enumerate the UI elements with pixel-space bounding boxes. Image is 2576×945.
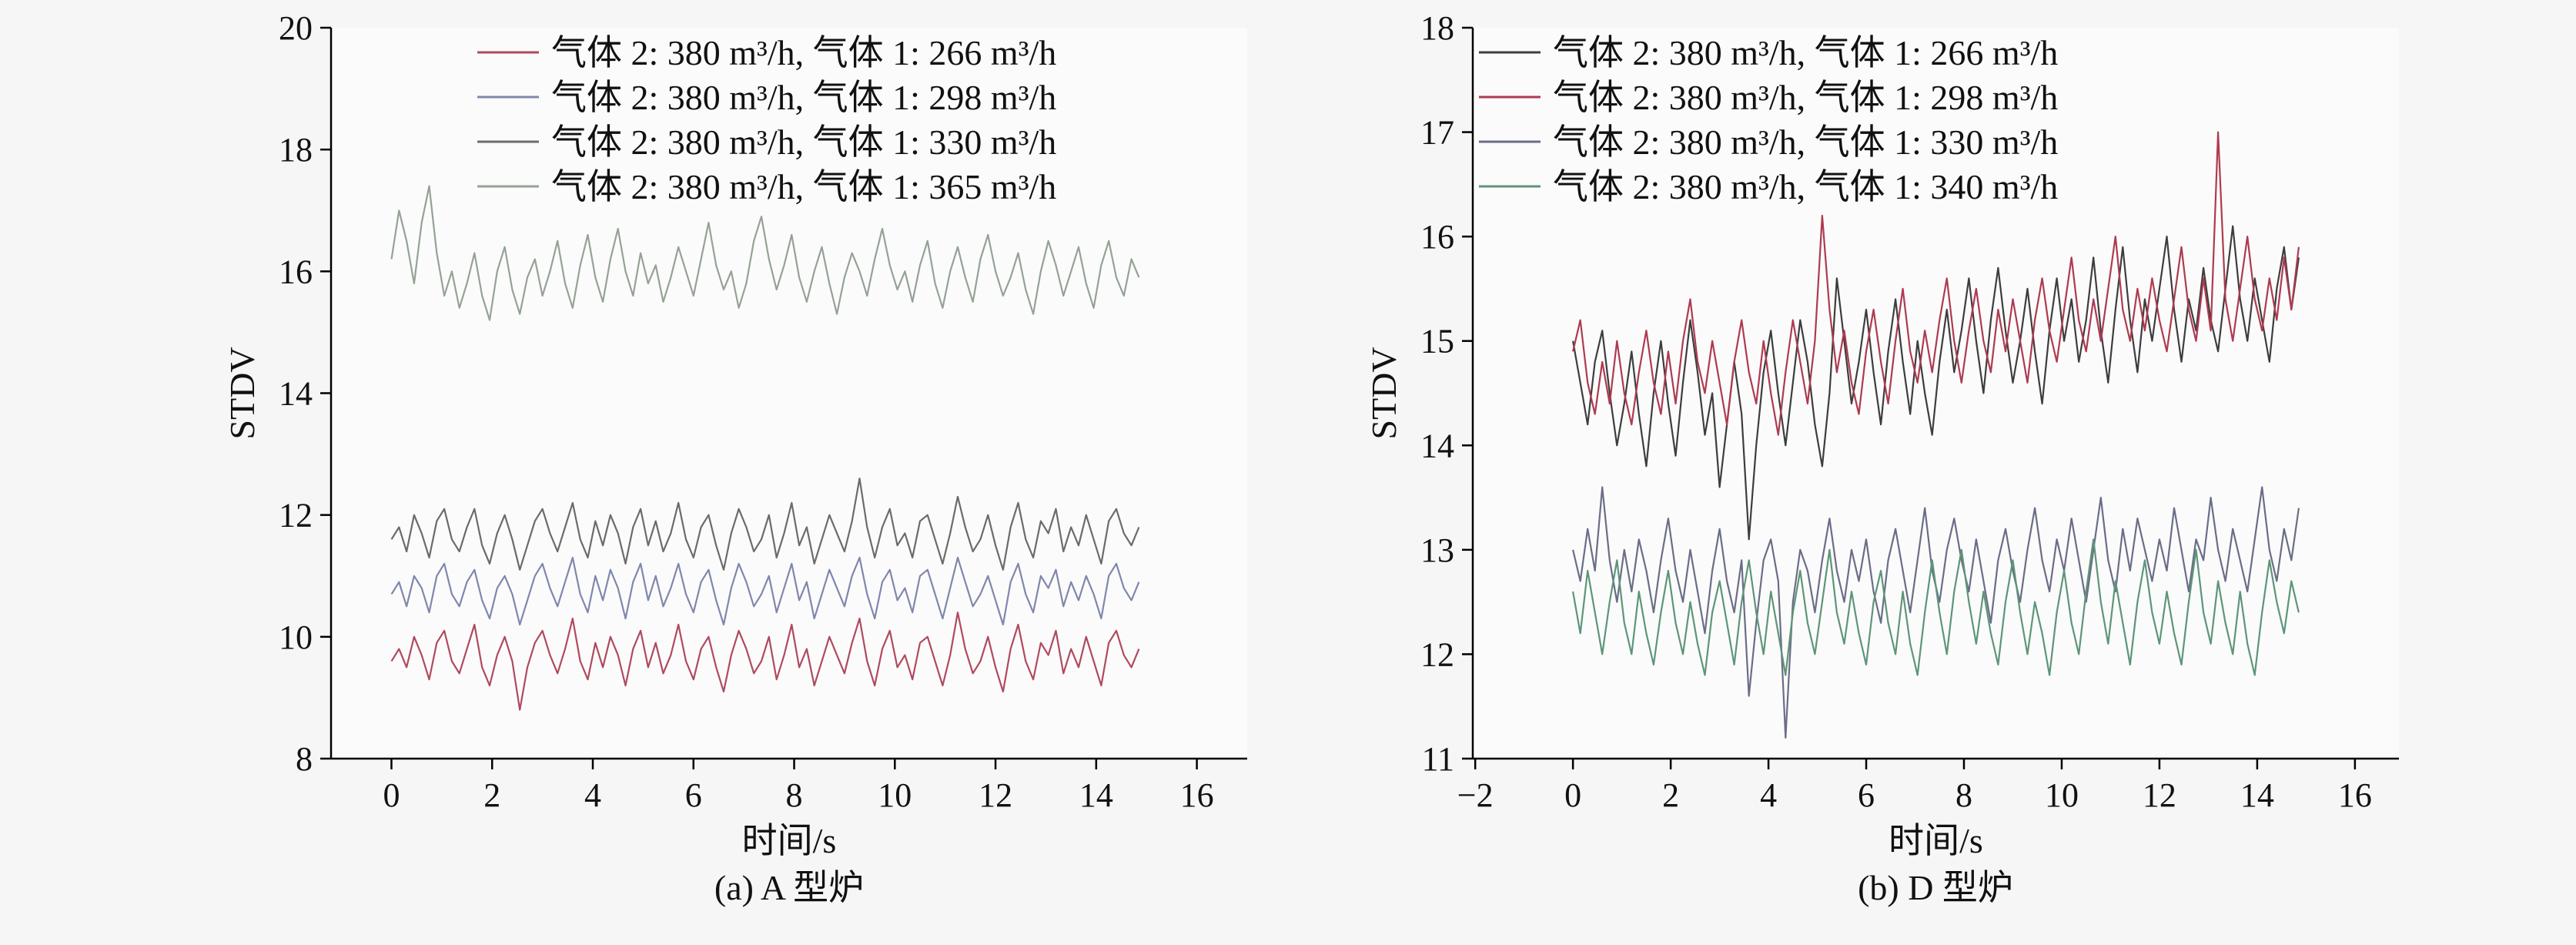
y-tick-label: 12: [279, 497, 313, 534]
line-chart-b: −2 0 2 4 6 8 10 12 14 16 11 12 13 14 15 16 17 18 时间/s STDV 气…: [1364, 9, 2399, 860]
y-axis-label: STDV: [1364, 347, 1403, 439]
y-tick-label: 17: [1420, 114, 1454, 152]
chart-caption-b: (b) D 型炉: [1858, 868, 2013, 907]
x-tick-label: 12: [2143, 776, 2176, 814]
x-tick-label: 14: [2240, 776, 2274, 814]
series-line-3: [390, 478, 1140, 571]
x-tick-label: 2: [1662, 776, 1679, 814]
x-tick-label: 16: [2338, 776, 2372, 814]
x-axis-label: 时间/s: [1889, 821, 1983, 860]
y-tick-label: 16: [279, 253, 313, 290]
y-tick-label: 18: [1420, 9, 1454, 47]
panel-b: −2 0 2 4 6 8 10 12 14 16 11 12 13 14 15 16 17 18 时间/s STDV 气…: [1288, 0, 2576, 945]
series-line-2: [1572, 131, 2300, 436]
series-line-4: [1572, 538, 2300, 676]
y-tick-label: 13: [1420, 531, 1454, 569]
y-tick-label: 18: [279, 131, 313, 169]
y-tick-label: 12: [1420, 635, 1454, 673]
y-tick-label: 11: [1422, 740, 1454, 778]
x-tick-label: 10: [2045, 776, 2079, 814]
y-tick-label: 8: [296, 740, 313, 778]
x-tick-label: −2: [1457, 776, 1494, 814]
y-tick-label: 14: [1420, 427, 1454, 464]
y-tick-label: 10: [279, 618, 313, 656]
legend-label: 气体 2: 380 m³/h, 气体 1: 266 m³/h: [551, 33, 1056, 72]
legend-label: 气体 2: 380 m³/h, 气体 1: 340 m³/h: [1553, 167, 2058, 206]
y-tick-label: 14: [279, 375, 313, 413]
panel-a: 0 2 4 6 8 10 12 14 16 8 10 12 14 16 18 20 时间/s STDV 气体 2: …: [222, 9, 1247, 907]
y-tick-label: 20: [279, 9, 313, 47]
line-chart-a: 0 2 4 6 8 10 12 14 16 8 10 12 14 16 18 20 时间/s STDV 气体 2: …: [222, 9, 1247, 860]
x-tick-label: 4: [584, 776, 601, 814]
x-tick-label: 6: [685, 776, 702, 814]
series-line-2: [390, 556, 1140, 626]
y-tick-label: 15: [1420, 323, 1454, 360]
x-tick-label: 14: [1079, 776, 1113, 814]
legend-label: 气体 2: 380 m³/h, 气体 1: 330 m³/h: [1553, 122, 2058, 162]
x-tick-label: 0: [383, 776, 400, 814]
legend-label: 气体 2: 380 m³/h, 气体 1: 330 m³/h: [551, 122, 1056, 162]
legend-label: 气体 2: 380 m³/h, 气体 1: 365 m³/h: [551, 167, 1056, 206]
legend-label: 气体 2: 380 m³/h, 气体 1: 298 m³/h: [1553, 78, 2058, 117]
x-tick-label: 12: [979, 776, 1012, 814]
legend-label: 气体 2: 380 m³/h, 气体 1: 298 m³/h: [551, 78, 1056, 117]
x-tick-label: 0: [1564, 776, 1581, 814]
x-axis-label: 时间/s: [742, 821, 837, 860]
y-axis-label: STDV: [222, 347, 262, 439]
x-tick-label: 8: [1955, 776, 1972, 814]
x-tick-label: 8: [786, 776, 803, 814]
x-tick-label: 16: [1180, 776, 1214, 814]
series-line-4: [390, 185, 1140, 321]
chart-caption-a: (a) A 型炉: [714, 868, 865, 907]
x-tick-label: 6: [1858, 776, 1875, 814]
y-tick-label: 16: [1420, 218, 1454, 256]
series-line-1: [1572, 225, 2300, 541]
series-line-1: [390, 612, 1140, 711]
x-tick-label: 4: [1760, 776, 1777, 814]
legend-label: 气体 2: 380 m³/h, 气体 1: 266 m³/h: [1553, 33, 2058, 72]
x-tick-label: 2: [483, 776, 500, 814]
x-tick-label: 10: [878, 776, 912, 814]
